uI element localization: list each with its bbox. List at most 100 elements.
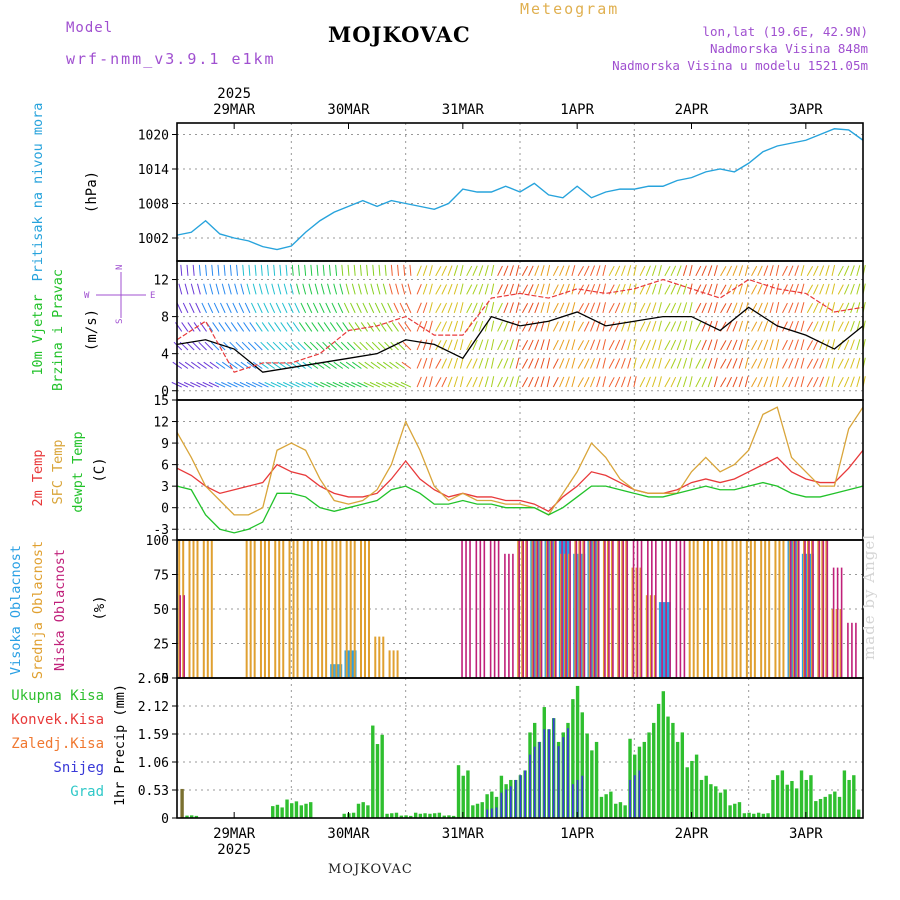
precip-bar-total	[280, 807, 284, 818]
wind-barb	[201, 302, 207, 314]
y-tick-label: 0.53	[138, 784, 169, 799]
wind-barb	[497, 376, 503, 388]
wind-barb	[182, 302, 189, 314]
precip-bar-total	[413, 812, 418, 818]
wind-barb	[713, 357, 718, 369]
precip-bar-total	[680, 732, 685, 818]
wind-barb	[472, 302, 478, 314]
wind-barb	[326, 381, 337, 388]
wind-barb	[316, 341, 325, 351]
wind-barb	[571, 320, 576, 332]
wind-barb	[503, 283, 509, 295]
wind-barb	[565, 265, 570, 276]
wind-barb	[856, 376, 861, 388]
wind-barb	[825, 283, 830, 295]
wind-barb	[583, 358, 590, 369]
wind-barb	[234, 283, 238, 295]
wind-barb	[732, 339, 738, 351]
wind-barb	[350, 302, 356, 314]
cloud-bar	[832, 567, 835, 678]
day-label-top: 30MAR	[327, 102, 370, 118]
wind-barb	[850, 376, 855, 388]
wind-barb	[472, 321, 478, 332]
y-tick-label: 0	[161, 502, 169, 517]
wind-barb	[382, 283, 387, 295]
wind-gust-line	[176, 278, 864, 373]
wind-barb	[338, 381, 350, 388]
precip-bar-total	[575, 685, 580, 818]
wind-barb	[441, 284, 448, 295]
wind-barb	[713, 302, 718, 314]
wind-barb	[825, 302, 830, 314]
wind-barb	[639, 376, 646, 388]
wind-barb	[726, 339, 732, 351]
cloud-bar	[811, 540, 814, 678]
cloud-bar	[288, 540, 291, 678]
wind-barb	[577, 265, 584, 277]
wind-barb	[732, 321, 738, 332]
lonlat-label: lon,lat (19.6E, 42.9N)	[702, 24, 868, 39]
cloud-bar	[669, 540, 671, 678]
day-label-top: 2APR	[675, 102, 709, 118]
wind-barb	[294, 302, 300, 314]
wind-barb	[399, 302, 406, 314]
wind-barb	[645, 302, 651, 314]
precip-bar-total	[299, 805, 304, 818]
wind-barb	[565, 320, 570, 332]
wind-title-1: 10m Vjetar	[30, 294, 46, 375]
wind-barb	[695, 302, 702, 314]
wind-barb	[763, 302, 769, 314]
cloud-bar	[296, 540, 299, 678]
cloud-bar	[263, 540, 266, 678]
cloud-bar	[388, 650, 391, 678]
wind-barb	[782, 302, 788, 314]
wind-barb	[466, 358, 473, 369]
cloud-bar	[525, 540, 528, 678]
cloud-bar	[812, 540, 814, 678]
wind-barb	[344, 381, 356, 388]
wind-barb	[298, 322, 307, 332]
wind-barb	[707, 357, 713, 369]
wind-barb	[664, 284, 671, 295]
wind-barb	[738, 302, 744, 314]
station-title: MOJKOVAC	[328, 22, 471, 47]
precip-bar-total	[304, 803, 308, 818]
wind-barb	[177, 381, 189, 388]
wind-barb	[633, 376, 637, 388]
wind-barb	[528, 265, 534, 277]
wind-barb	[552, 321, 559, 332]
wind-barb	[405, 302, 412, 314]
wind-barb	[775, 302, 780, 314]
wind-barb	[238, 302, 245, 314]
cloud-bar	[465, 540, 467, 678]
wind-barb	[242, 264, 245, 276]
y-tick-label: 50	[153, 603, 169, 618]
wind-barb	[303, 341, 313, 351]
cloud-bar	[645, 595, 648, 678]
wind-barb	[775, 357, 780, 369]
y-tick-label: 15	[153, 394, 169, 409]
wind-barb	[831, 265, 836, 276]
cloud-bar	[253, 540, 256, 678]
cloud-bar	[554, 540, 557, 678]
wind-barb	[850, 265, 855, 276]
wind-barb	[429, 302, 433, 314]
wind-barb	[645, 284, 651, 295]
precip-bar-total	[428, 813, 432, 818]
cloud-bar	[392, 650, 395, 678]
wind-barb	[546, 339, 551, 351]
wind-barb	[670, 284, 677, 295]
cloud-bar	[639, 567, 642, 678]
wind-barb	[627, 302, 632, 314]
precip-bar-total	[714, 786, 718, 818]
wind-barb	[316, 264, 319, 276]
wind-barb	[223, 341, 232, 351]
cloud-bar	[517, 540, 520, 678]
wind-barb	[441, 265, 448, 277]
cloud-bar	[282, 540, 285, 678]
wind-barb	[701, 339, 707, 351]
wind-barb	[701, 376, 707, 388]
precip-bar-total	[471, 805, 475, 818]
cloud-bar	[608, 540, 610, 678]
cloud-bar	[604, 540, 606, 678]
